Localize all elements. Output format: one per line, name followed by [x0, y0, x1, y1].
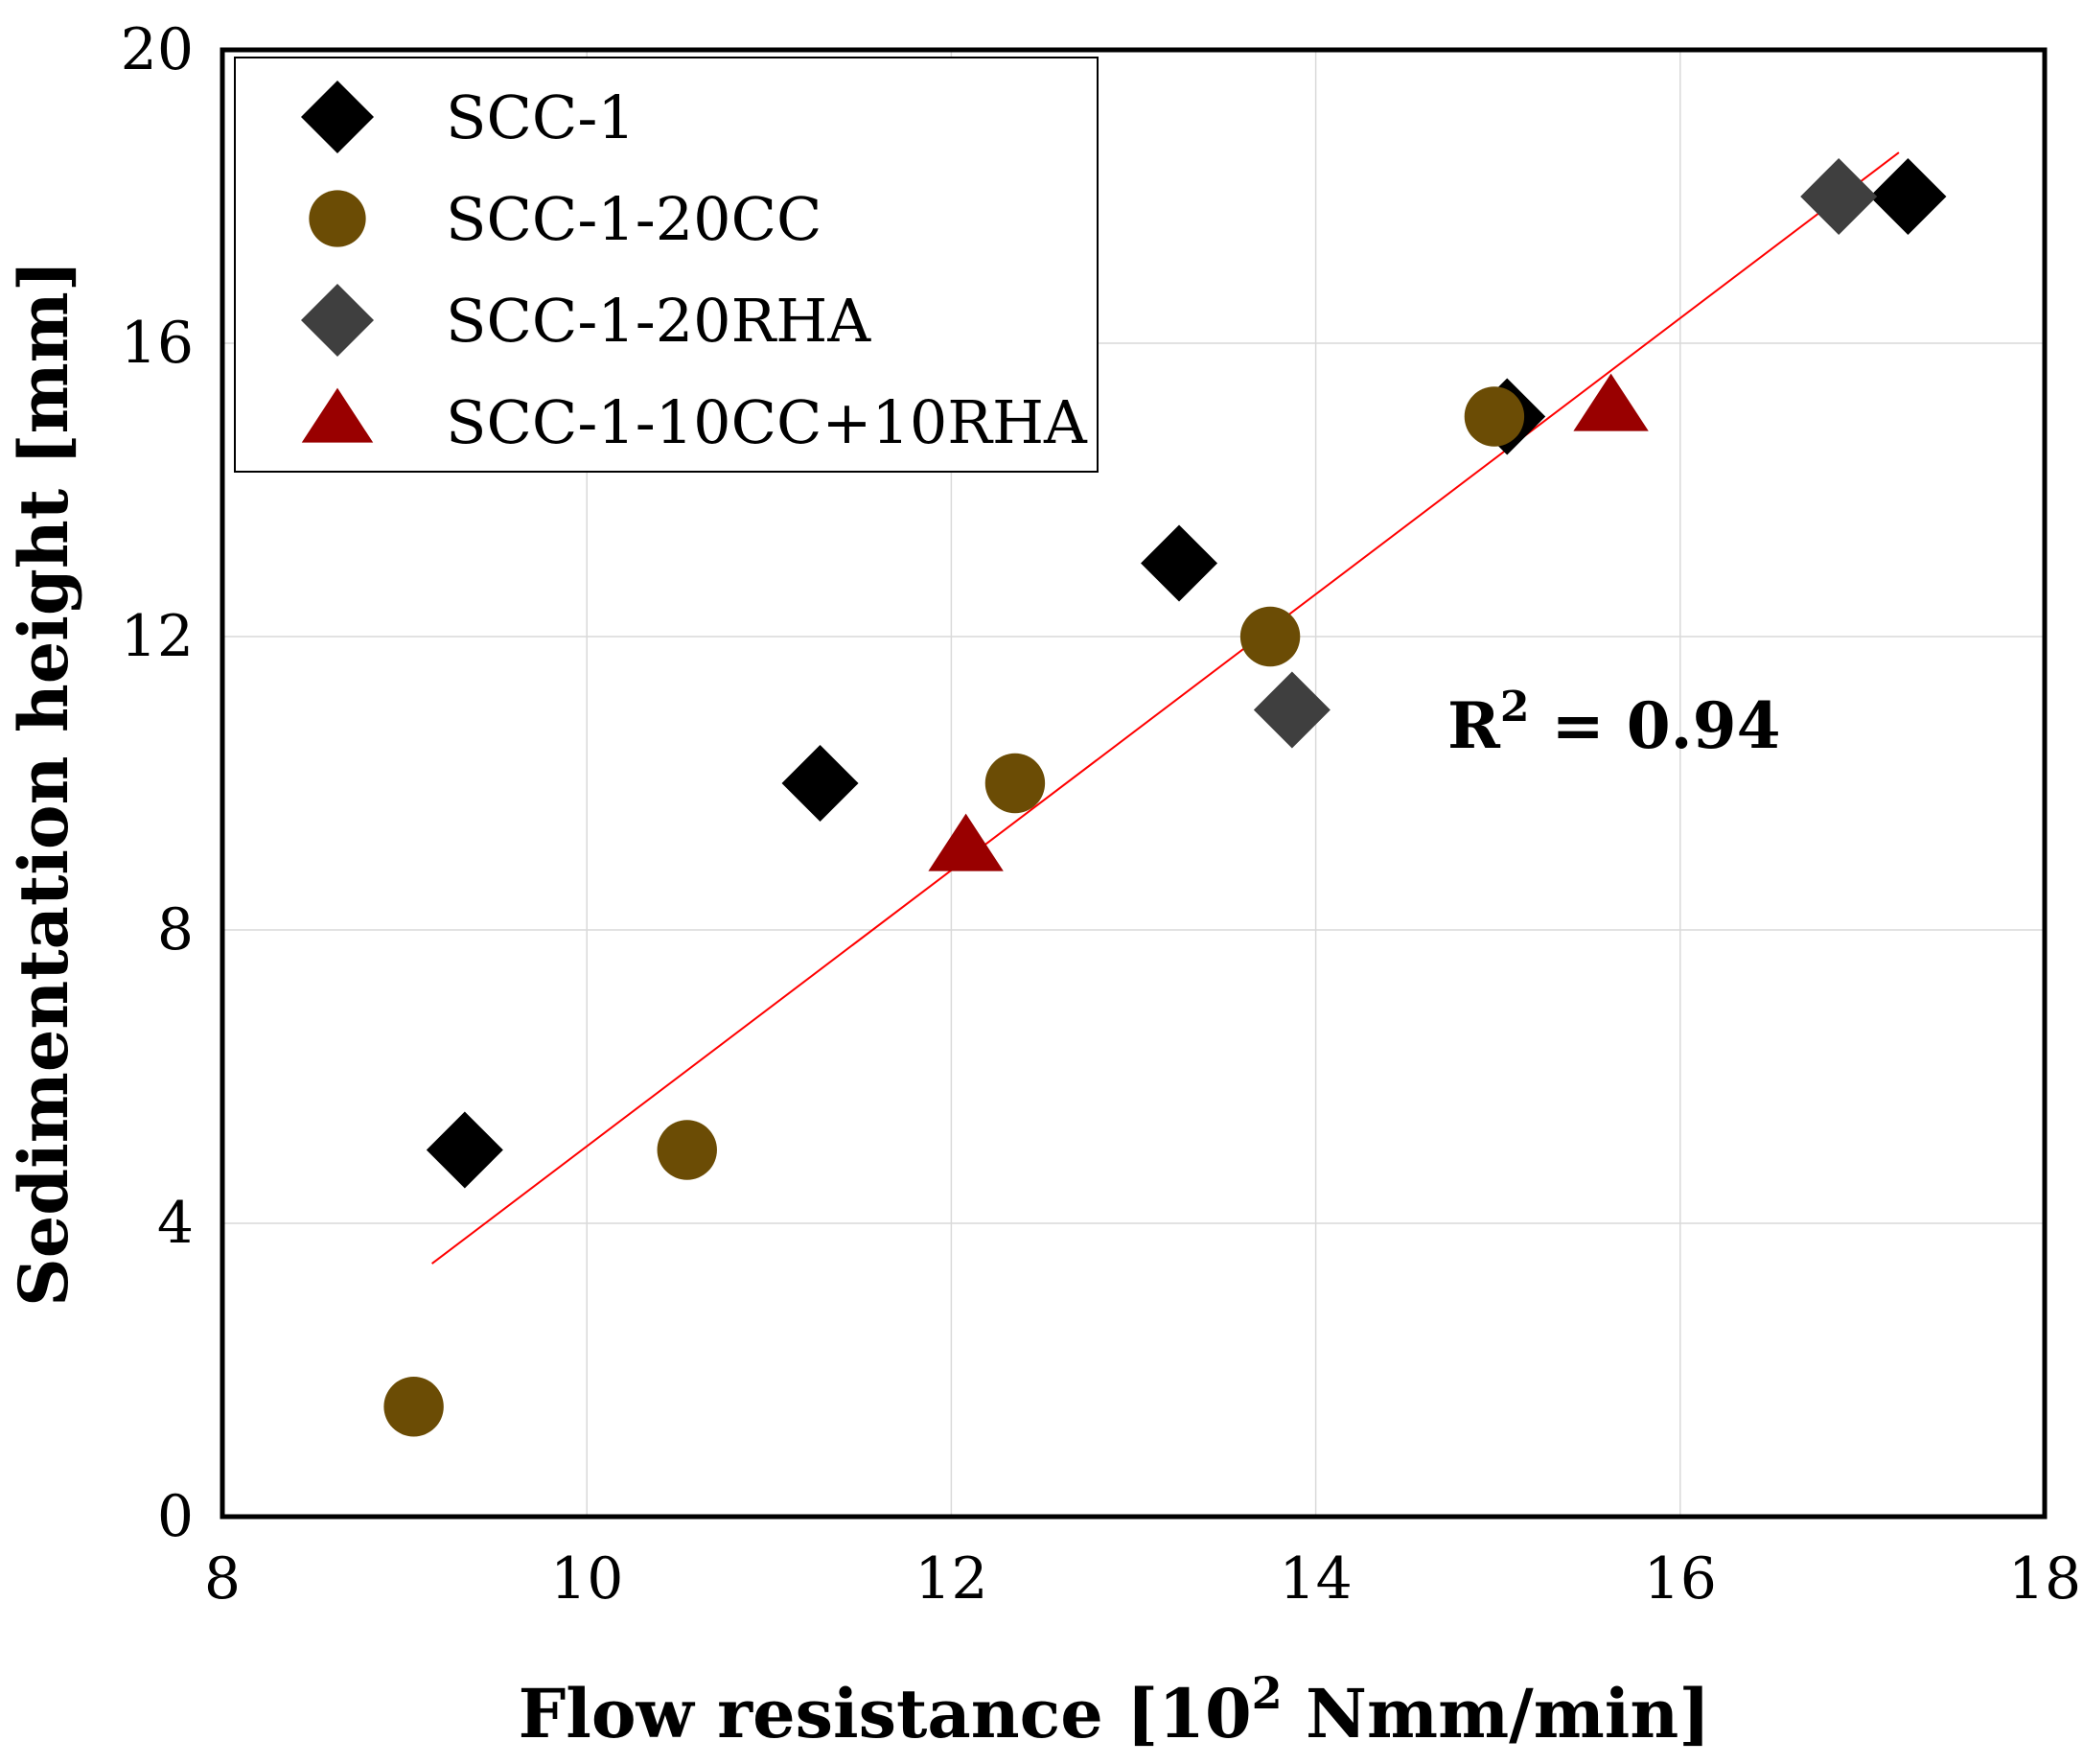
x-tick-label: 10: [550, 1545, 623, 1613]
r-squared-superscript: 2: [1500, 683, 1530, 731]
y-axis-title: Sedimentation height [mm]: [4, 260, 83, 1307]
x-tick-label: 12: [914, 1545, 987, 1613]
x-axis-title: Flow resistance [102 Nmm/min]: [519, 1667, 1711, 1753]
y-axis-ticks: 0 4 8 12 16 20: [121, 16, 194, 1550]
legend-marker: [309, 190, 366, 247]
data-point: [1573, 373, 1649, 431]
x-axis-ticks: 8 10 12 14 16 18: [204, 1545, 2081, 1613]
legend-label: SCC-1-10CC+10RHA: [446, 387, 1088, 457]
legend-box: [234, 57, 1099, 473]
legend-label: SCC-1: [446, 82, 636, 152]
trendline: [431, 151, 1900, 1265]
x-tick-label: 8: [204, 1545, 241, 1613]
r-squared-annotation: R2 = 0.94: [1447, 683, 1781, 763]
r-squared-value: = 0.94: [1529, 688, 1780, 763]
y-tick-label: 16: [121, 310, 194, 377]
legend-marker: [301, 387, 374, 443]
data-point: [781, 745, 859, 822]
trendline-group: [431, 151, 1900, 1265]
y-tick-label: 12: [121, 603, 194, 670]
data-point: [928, 813, 1004, 871]
plot-area-frame: [220, 47, 2048, 1520]
series-scc-1-20cc: [383, 386, 1525, 1437]
data-point: [1464, 386, 1525, 447]
series-scc-1-20rha: [1253, 158, 1878, 749]
data-point: [1239, 606, 1301, 667]
r-squared-base: R: [1447, 688, 1501, 763]
data-point: [1253, 671, 1331, 749]
legend-label: SCC-1-20RHA: [446, 286, 871, 356]
x-axis-title-suffix: Nmm/min]: [1283, 1674, 1711, 1753]
x-axis-title-base: Flow resistance [10: [519, 1674, 1252, 1753]
data-point: [1141, 524, 1218, 602]
y-tick-label: 0: [157, 1483, 194, 1550]
y-tick-label: 8: [157, 896, 194, 963]
y-tick-label: 4: [157, 1190, 194, 1257]
data-point: [1869, 158, 1947, 235]
data-points: [383, 158, 1947, 1437]
data-point: [383, 1377, 444, 1437]
legend-marker: [301, 81, 374, 153]
data-point: [426, 1111, 503, 1189]
x-tick-label: 18: [2008, 1545, 2081, 1613]
legend-label: SCC-1-20CC: [446, 184, 822, 254]
y-tick-label: 20: [121, 16, 194, 83]
data-point: [984, 753, 1046, 814]
x-axis-title-superscript: 2: [1252, 1667, 1283, 1719]
legend-marker: [301, 284, 374, 357]
x-tick-label: 16: [1644, 1545, 1717, 1613]
data-point: [657, 1120, 717, 1180]
legend: SCC-1 SCC-1-20CC SCC-1-20RHA SCC-1-10CC+10R…: [234, 57, 1099, 473]
series-scc-1-10cc-10rha: [928, 373, 1649, 871]
x-tick-label: 14: [1279, 1545, 1352, 1613]
data-point: [1800, 158, 1878, 235]
